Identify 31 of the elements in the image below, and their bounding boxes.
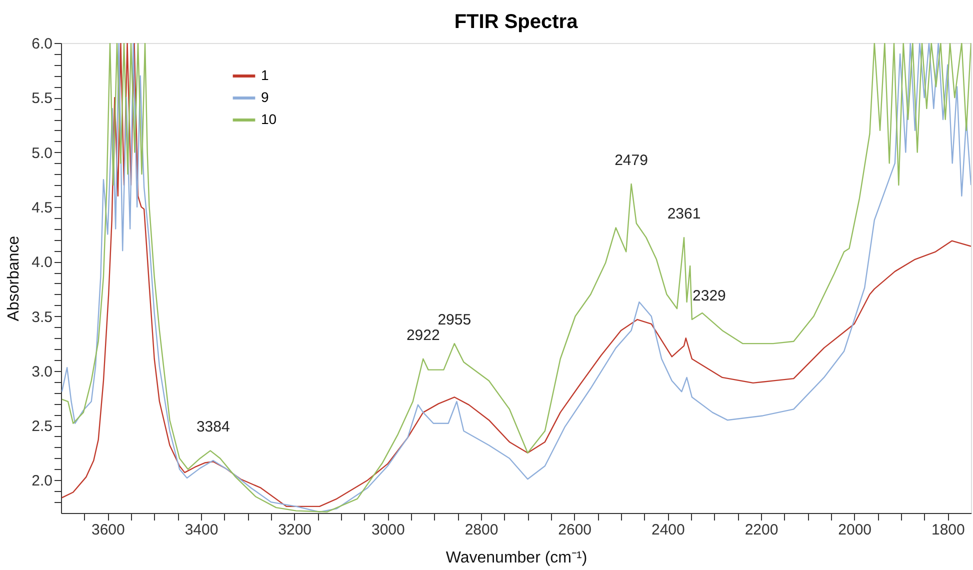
x-tick-label: 2600 bbox=[558, 522, 592, 538]
y-tick-label: 4.0 bbox=[32, 254, 52, 272]
annotation: 2479 bbox=[614, 152, 648, 169]
x-tick-label: 3400 bbox=[184, 522, 218, 538]
legend-label: 10 bbox=[261, 111, 277, 127]
y-tick-label: 5.0 bbox=[32, 144, 52, 162]
x-tick-label: 3000 bbox=[371, 522, 405, 538]
legend-label: 1 bbox=[261, 67, 269, 83]
x-tick-label: 1800 bbox=[931, 522, 965, 538]
annotation: 2329 bbox=[692, 288, 726, 305]
y-tick-label: 3.0 bbox=[32, 363, 52, 380]
y-tick-label: 2.5 bbox=[32, 418, 52, 436]
annotation: 2361 bbox=[667, 206, 701, 223]
y-tick-label: 3.5 bbox=[32, 308, 52, 326]
chart-title: FTIR Spectra bbox=[454, 11, 579, 33]
x-axis-title: Wavenumber (cm⁻¹) bbox=[446, 550, 588, 566]
x-tick-label: 3200 bbox=[278, 522, 312, 538]
annotation: 2955 bbox=[438, 312, 472, 329]
y-tick-label: 6.0 bbox=[32, 36, 52, 52]
x-tick-label: 2000 bbox=[838, 522, 872, 538]
x-tick-label: 2400 bbox=[651, 522, 685, 538]
x-tick-label: 3600 bbox=[91, 522, 125, 538]
y-axis-title: Absorbance bbox=[6, 236, 23, 322]
annotation: 3384 bbox=[196, 418, 230, 436]
y-tick-label: 2.0 bbox=[32, 472, 52, 490]
y-tick-label: 5.5 bbox=[32, 90, 52, 108]
x-tick-label: 2200 bbox=[744, 522, 778, 538]
y-tick-label: 4.5 bbox=[32, 199, 52, 216]
legend-label: 9 bbox=[261, 89, 269, 105]
annotation: 2922 bbox=[406, 326, 440, 344]
x-tick-label: 2800 bbox=[464, 522, 498, 538]
